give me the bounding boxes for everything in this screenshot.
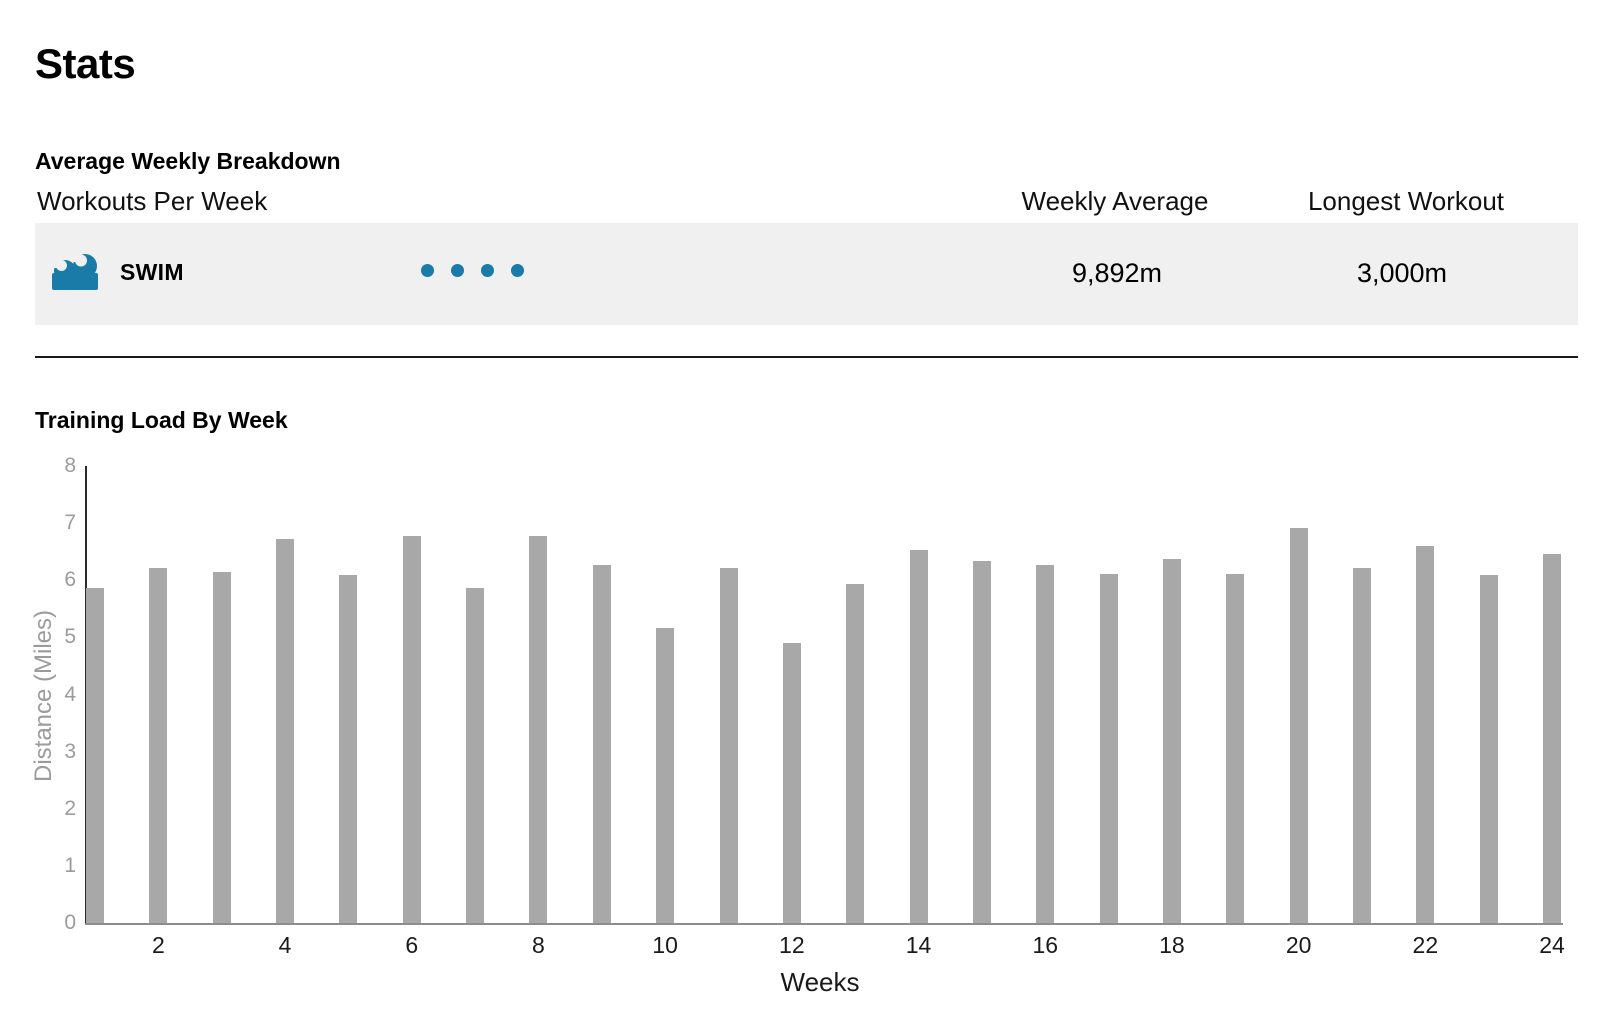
bar-week-2 xyxy=(149,567,168,923)
y-tick-2: 2 xyxy=(64,796,76,820)
sport-label: SWIM xyxy=(120,259,184,285)
weekly-average-value: 9,892m xyxy=(1071,258,1163,288)
bar-week-8 xyxy=(529,535,548,923)
x-tick-14: 14 xyxy=(905,932,932,958)
x-axis-line xyxy=(85,923,1563,925)
wave-icon xyxy=(52,252,98,294)
bar-week-6 xyxy=(402,535,421,923)
x-tick-10: 10 xyxy=(652,932,678,958)
bar-week-20 xyxy=(1289,527,1308,923)
x-tick-22: 22 xyxy=(1412,932,1439,958)
bar-week-17 xyxy=(1099,573,1118,923)
bar-week-10 xyxy=(656,627,675,923)
training-load-heading: Training Load By Week xyxy=(35,407,288,434)
y-tick-6: 6 xyxy=(64,568,76,592)
bar-week-18 xyxy=(1162,559,1181,923)
bar-week-3 xyxy=(212,571,231,923)
x-tick-6: 6 xyxy=(405,932,419,958)
x-tick-24: 24 xyxy=(1539,932,1565,958)
bar-week-22 xyxy=(1416,545,1435,923)
bar-week-7 xyxy=(466,587,485,923)
y-tick-0: 0 xyxy=(64,911,76,934)
longest-workout-value: 3,000m xyxy=(1356,258,1448,288)
x-tick-16: 16 xyxy=(1032,932,1059,958)
y-tick-5: 5 xyxy=(64,625,76,649)
workout-dot xyxy=(451,264,464,277)
y-tick-1: 1 xyxy=(64,853,76,877)
x-tick-18: 18 xyxy=(1159,932,1185,958)
workout-dot xyxy=(421,264,434,277)
bar-week-5 xyxy=(339,575,358,923)
column-workouts-per-week: Workouts Per Week xyxy=(37,186,268,216)
x-tick-8: 8 xyxy=(532,932,545,958)
bar-week-13 xyxy=(846,583,865,923)
bar-week-14 xyxy=(909,549,928,923)
breakdown-heading: Average Weekly Breakdown xyxy=(35,148,341,175)
bar-week-4 xyxy=(276,539,295,923)
bar-week-15 xyxy=(972,560,991,923)
bar-week-1 xyxy=(86,587,104,923)
x-tick-2: 2 xyxy=(151,932,165,958)
bar-week-21 xyxy=(1353,567,1371,923)
y-tick-8: 8 xyxy=(64,454,76,477)
y-tick-4: 4 xyxy=(64,682,76,706)
bar-week-19 xyxy=(1226,573,1245,923)
x-tick-12: 12 xyxy=(779,932,805,958)
bar-week-24 xyxy=(1543,553,1562,923)
x-tick-4: 4 xyxy=(278,932,292,958)
workout-dot xyxy=(511,264,524,277)
bar-week-23 xyxy=(1479,575,1498,923)
workouts-per-week-dots xyxy=(421,264,524,277)
column-weekly-average: Weekly Average xyxy=(1021,186,1209,216)
breakdown-table-header: Workouts Per Week Weekly Average Longest… xyxy=(35,186,1578,218)
swim-stats-row: SWIM 9,892m 3,000m xyxy=(35,223,1578,325)
y-tick-3: 3 xyxy=(64,739,76,763)
x-axis-label: Weeks xyxy=(780,967,860,997)
bar-week-16 xyxy=(1036,564,1055,923)
page-title: Stats xyxy=(35,40,136,88)
column-longest-workout: Longest Workout xyxy=(1307,186,1505,216)
workout-dot xyxy=(481,264,494,277)
x-tick-20: 20 xyxy=(1285,932,1312,958)
section-divider xyxy=(35,356,1578,358)
bar-week-12 xyxy=(782,643,801,923)
bar-week-11 xyxy=(719,567,738,923)
y-tick-7: 7 xyxy=(64,511,76,535)
bar-week-9 xyxy=(592,564,611,923)
